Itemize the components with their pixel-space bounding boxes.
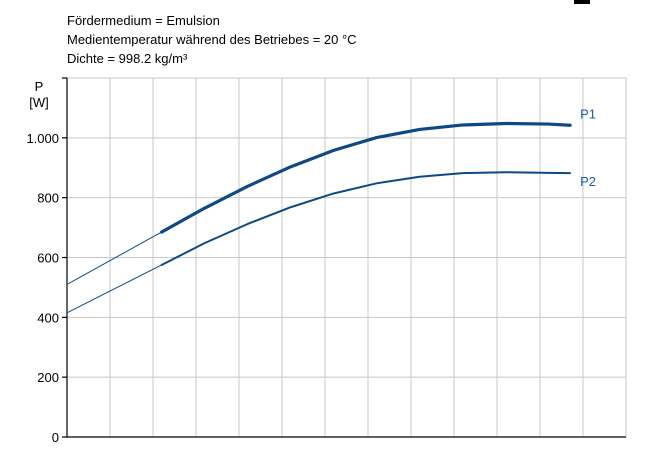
y-tick-label: 1.000 xyxy=(26,131,59,146)
corner-mark xyxy=(574,0,590,4)
series-p1-extrapolation xyxy=(66,231,162,285)
y-axis-quantity: P xyxy=(35,79,44,94)
y-ticks: 0 200 400 600 800 1.000 xyxy=(26,77,67,445)
y-axis-unit: [W] xyxy=(29,95,49,110)
y-tick-label: 0 xyxy=(52,430,59,445)
info-temperature: Medientemperatur während des Betriebes =… xyxy=(67,32,357,47)
info-medium: Fördermedium = Emulsion xyxy=(67,13,220,28)
series-label-p1: P1 xyxy=(580,106,596,121)
y-tick-label: 400 xyxy=(37,310,59,325)
chart-grid xyxy=(67,77,627,437)
y-tick-label: 200 xyxy=(37,370,59,385)
info-density: Dichte = 998.2 kg/m³ xyxy=(67,51,188,66)
series-p2-extrapolation xyxy=(66,264,162,314)
series-p1-line xyxy=(160,121,572,234)
series-p2-line xyxy=(160,171,572,266)
chart-series xyxy=(66,121,572,314)
y-tick-label: 600 xyxy=(37,251,59,266)
y-tick-label: 800 xyxy=(37,191,59,206)
series-label-p2: P2 xyxy=(580,174,596,189)
